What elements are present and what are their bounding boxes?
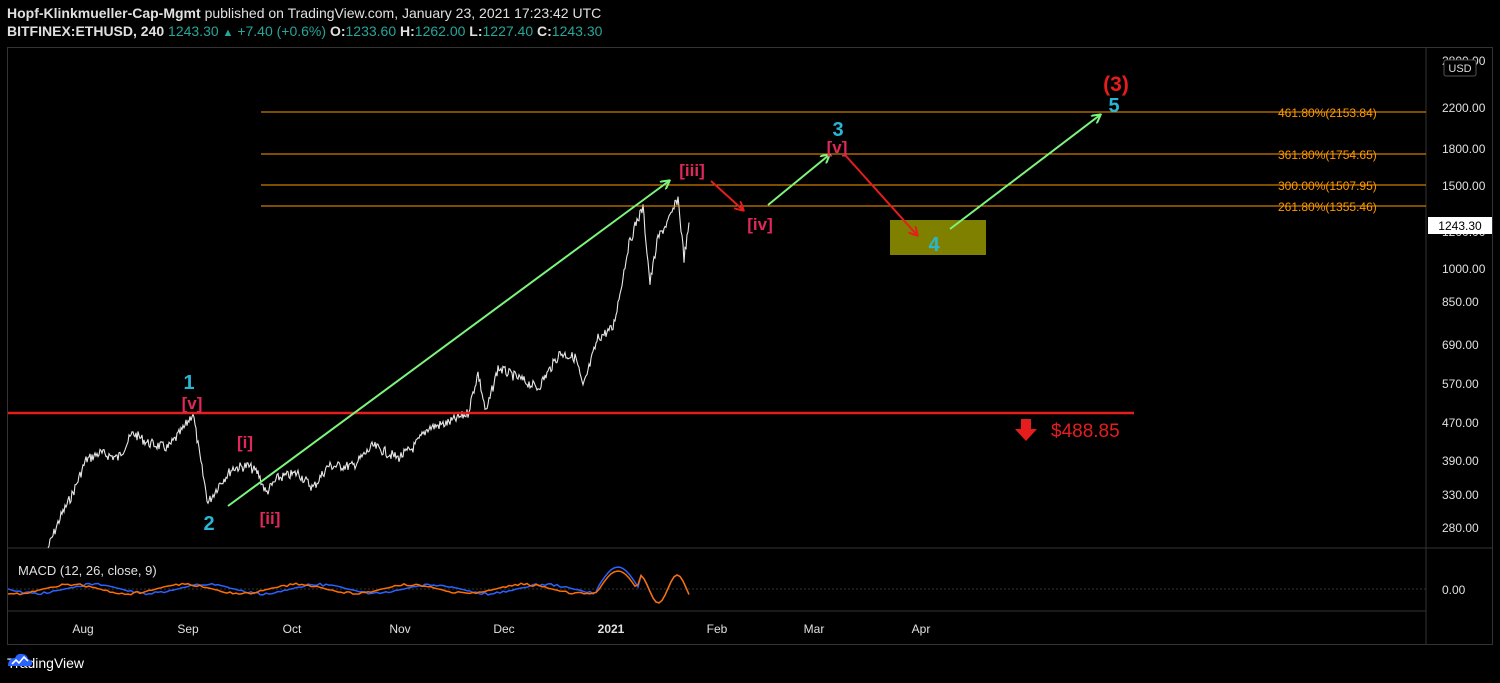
symbol-info: BITFINEX:ETHUSD, 240 1243.30 ▲ +7.40 (+0… bbox=[7, 23, 603, 39]
last-price: 1243.30 bbox=[168, 23, 219, 39]
price-tick: 330.00 bbox=[1442, 488, 1479, 502]
symbol-label: BITFINEX:ETHUSD, 240 bbox=[7, 23, 165, 39]
price-tick: 390.00 bbox=[1442, 454, 1479, 468]
high-value: 1262.00 bbox=[414, 23, 466, 39]
macd-tick: 0.00 bbox=[1442, 583, 1466, 597]
wave-label-v-minor: [v] bbox=[182, 394, 203, 413]
close-value: 1243.30 bbox=[551, 23, 603, 39]
tradingview-logo-icon bbox=[8, 653, 32, 666]
wave4-target-zone[interactable] bbox=[890, 220, 986, 255]
author-name[interactable]: Hopf-Klinkmueller-Cap-Mgmt bbox=[7, 5, 201, 21]
wave-label-1: 1 bbox=[183, 372, 194, 394]
fib-label-4618: 461.80%(2153.84) bbox=[1278, 106, 1377, 120]
wave-arrow-iii-to-iv[interactable] bbox=[710, 180, 743, 210]
chart-svg[interactable]: 461.80%(2153.84) 361.80%(1754.65) 300.00… bbox=[8, 48, 1493, 645]
price-tick: 1500.00 bbox=[1442, 179, 1486, 193]
current-price-label: 1243.30 bbox=[1438, 219, 1482, 233]
currency-label: USD bbox=[1448, 63, 1471, 75]
publish-info: published on TradingView.com, January 23… bbox=[204, 5, 602, 21]
low-value: 1227.40 bbox=[482, 23, 534, 39]
time-tick: Aug bbox=[72, 622, 93, 636]
wave-label-primary-3: (3) bbox=[1103, 73, 1129, 96]
wave-label-i: [i] bbox=[237, 433, 253, 452]
price-tick: 570.00 bbox=[1442, 377, 1479, 391]
time-tick: Mar bbox=[804, 622, 825, 636]
wave-arrow-iv-to-v[interactable] bbox=[767, 155, 829, 206]
currency-button[interactable] bbox=[1443, 59, 1477, 77]
time-tick: 2021 bbox=[598, 622, 625, 636]
wave-label-3: 3 bbox=[832, 119, 843, 141]
open-value: 1233.60 bbox=[345, 23, 397, 39]
wave-label-iv: [iv] bbox=[747, 215, 773, 234]
wave-labels: 1 [v] [i] 2 [ii] [iii] [iv] 3 [v] 4 (3) … bbox=[182, 73, 1129, 535]
tradingview-footer[interactable]: TradingView bbox=[7, 652, 84, 674]
chart-header: Hopf-Klinkmueller-Cap-Mgmt published on … bbox=[7, 4, 602, 42]
down-arrow-icon bbox=[1015, 419, 1037, 441]
support-price-label: $488.85 bbox=[1051, 421, 1120, 442]
wave-label-5: 5 bbox=[1108, 95, 1119, 117]
price-tick: 470.00 bbox=[1442, 416, 1479, 430]
wave-label-4: 4 bbox=[928, 234, 940, 256]
time-tick: Nov bbox=[389, 622, 410, 636]
current-price-tag[interactable] bbox=[1428, 217, 1492, 234]
macd-signal-line bbox=[8, 570, 690, 604]
time-tick: Oct bbox=[283, 622, 302, 636]
chart-panel[interactable]: 461.80%(2153.84) 361.80%(1754.65) 300.00… bbox=[7, 47, 1493, 645]
price-tick: 2200.00 bbox=[1442, 101, 1486, 115]
price-axis[interactable]: 2800.00 2200.00 1800.00 1500.00 1200.00 … bbox=[1442, 54, 1486, 535]
fib-label-3618: 361.80%(1754.65) bbox=[1278, 148, 1377, 162]
price-tick: 280.00 bbox=[1442, 521, 1479, 535]
wave-label-ii: [ii] bbox=[260, 509, 281, 528]
wave-label-2: 2 bbox=[203, 513, 214, 535]
price-tick: 690.00 bbox=[1442, 338, 1479, 352]
up-triangle-icon: ▲ bbox=[222, 27, 234, 39]
price-tick: 850.00 bbox=[1442, 295, 1479, 309]
fib-label-2618: 261.80%(1355.46) bbox=[1278, 200, 1377, 214]
macd-line bbox=[8, 566, 690, 604]
price-tick: 1000.00 bbox=[1442, 262, 1486, 276]
time-axis[interactable]: Aug Sep Oct Nov Dec 2021 Feb Mar Apr bbox=[72, 622, 930, 636]
price-series bbox=[47, 196, 690, 549]
time-tick: Feb bbox=[707, 622, 728, 636]
wave-arrow-v-to-4[interactable] bbox=[845, 155, 917, 235]
wave-arrow-2-to-iii[interactable] bbox=[227, 181, 669, 507]
time-tick: Sep bbox=[177, 622, 199, 636]
time-tick: Dec bbox=[493, 622, 514, 636]
macd-label[interactable]: MACD (12, 26, close, 9) bbox=[18, 563, 157, 578]
wave-label-iii: [iii] bbox=[679, 161, 705, 180]
time-tick: Apr bbox=[912, 622, 931, 636]
price-change: +7.40 (+0.6%) bbox=[237, 23, 327, 39]
fib-label-3000: 300.00%(1507.95) bbox=[1278, 179, 1377, 193]
fib-levels: 461.80%(2153.84) 361.80%(1754.65) 300.00… bbox=[261, 106, 1426, 214]
wave-label-v-major: [v] bbox=[827, 138, 848, 157]
wave-arrow-4-to-5[interactable] bbox=[949, 115, 1100, 230]
price-tick: 1800.00 bbox=[1442, 142, 1486, 156]
